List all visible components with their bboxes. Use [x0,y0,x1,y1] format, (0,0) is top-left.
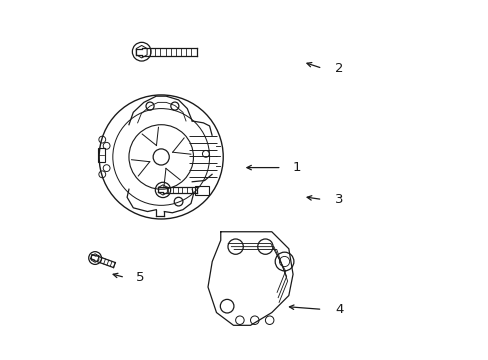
Text: 1: 1 [292,161,300,174]
Bar [195,186,208,195]
Text: 2: 2 [334,62,343,75]
Bar [98,148,105,162]
Text: 5: 5 [136,271,144,284]
Text: 3: 3 [334,193,343,206]
Text: 4: 4 [334,303,343,316]
